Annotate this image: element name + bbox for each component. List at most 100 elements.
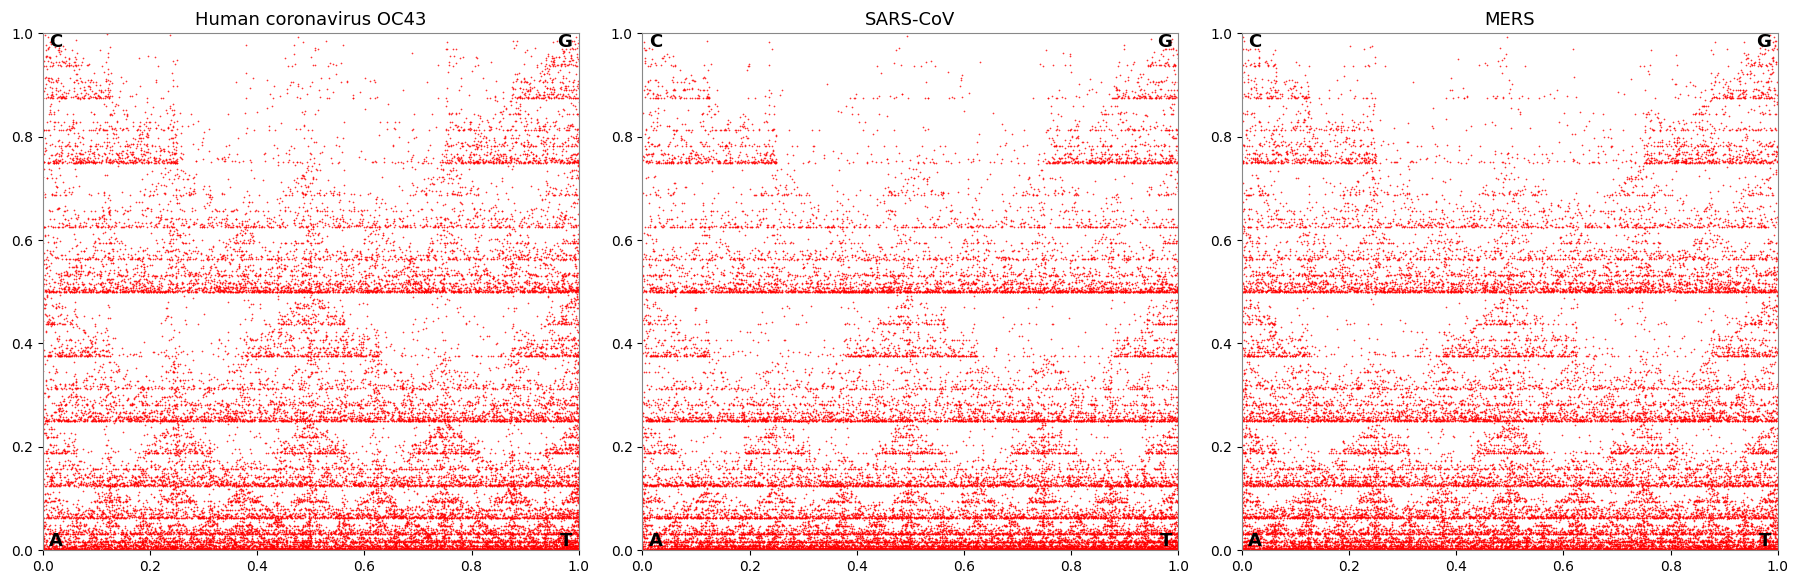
Point bbox=[700, 525, 729, 535]
Point bbox=[1309, 545, 1337, 555]
Point bbox=[1318, 126, 1346, 135]
Point bbox=[1075, 545, 1103, 555]
Point bbox=[1109, 384, 1138, 393]
Point bbox=[1359, 411, 1388, 421]
Point bbox=[1134, 545, 1163, 555]
Point bbox=[1057, 508, 1085, 517]
Point bbox=[346, 464, 374, 474]
Point bbox=[391, 545, 419, 555]
Point bbox=[1291, 271, 1319, 280]
Point bbox=[158, 545, 187, 555]
Point bbox=[394, 242, 423, 251]
Point bbox=[1633, 477, 1661, 486]
Point bbox=[1676, 158, 1705, 167]
Point bbox=[1661, 528, 1690, 538]
Point bbox=[311, 283, 340, 292]
Point bbox=[783, 222, 812, 231]
Point bbox=[1271, 347, 1300, 357]
Point bbox=[1688, 509, 1717, 518]
Point bbox=[1066, 275, 1094, 284]
Point bbox=[725, 545, 754, 555]
Point bbox=[180, 479, 209, 488]
Point bbox=[988, 473, 1017, 482]
Point bbox=[194, 545, 223, 555]
Point bbox=[1598, 452, 1627, 462]
Point bbox=[679, 523, 707, 532]
Point bbox=[1604, 528, 1633, 538]
Point bbox=[382, 540, 410, 549]
Point bbox=[389, 542, 418, 551]
Point bbox=[205, 528, 234, 538]
Point bbox=[1138, 513, 1166, 522]
Point bbox=[1289, 157, 1318, 167]
Point bbox=[1291, 139, 1319, 149]
Point bbox=[896, 544, 925, 553]
Point bbox=[918, 343, 947, 352]
Point bbox=[963, 411, 992, 420]
Point bbox=[155, 496, 184, 505]
Point bbox=[675, 156, 704, 165]
Point bbox=[176, 545, 205, 554]
Point bbox=[1489, 481, 1517, 490]
Point bbox=[1354, 464, 1382, 473]
Point bbox=[54, 137, 83, 147]
Point bbox=[680, 150, 709, 159]
Point bbox=[110, 480, 139, 490]
Point bbox=[1039, 263, 1067, 273]
Point bbox=[40, 487, 68, 496]
Point bbox=[308, 545, 337, 555]
Point bbox=[1294, 497, 1323, 506]
Point bbox=[1627, 545, 1656, 555]
Point bbox=[1579, 285, 1607, 294]
Point bbox=[1755, 448, 1784, 457]
Point bbox=[1656, 416, 1685, 425]
Point bbox=[747, 287, 776, 296]
Point bbox=[333, 342, 362, 352]
Point bbox=[275, 287, 304, 297]
Point bbox=[1316, 529, 1345, 539]
Point bbox=[859, 545, 887, 555]
Point bbox=[497, 472, 526, 481]
Point bbox=[1381, 448, 1409, 457]
Point bbox=[212, 411, 241, 421]
Point bbox=[412, 278, 441, 287]
Point bbox=[806, 534, 835, 543]
Point bbox=[1300, 535, 1328, 545]
Point bbox=[329, 545, 358, 554]
Point bbox=[1402, 285, 1431, 295]
Point bbox=[158, 543, 187, 553]
Point bbox=[990, 545, 1019, 555]
Point bbox=[1433, 415, 1462, 425]
Point bbox=[1339, 537, 1368, 546]
Point bbox=[1388, 545, 1417, 555]
Point bbox=[1397, 471, 1426, 480]
Point bbox=[351, 469, 380, 478]
Point bbox=[1690, 544, 1719, 553]
Point bbox=[1651, 544, 1679, 553]
Point bbox=[1060, 545, 1089, 555]
Point bbox=[221, 521, 250, 530]
Point bbox=[1085, 538, 1114, 547]
Point bbox=[1289, 545, 1318, 554]
Point bbox=[380, 480, 409, 490]
Point bbox=[356, 260, 385, 269]
Point bbox=[524, 126, 553, 135]
Point bbox=[954, 512, 983, 522]
Point bbox=[1008, 543, 1037, 553]
Point bbox=[1714, 376, 1742, 385]
Point bbox=[275, 331, 304, 340]
Point bbox=[747, 512, 776, 521]
Point bbox=[284, 497, 313, 507]
Point bbox=[430, 497, 459, 506]
Point bbox=[1469, 351, 1498, 360]
Point bbox=[970, 230, 999, 240]
Point bbox=[1111, 545, 1139, 555]
Point bbox=[812, 531, 841, 541]
Point bbox=[328, 545, 356, 555]
Point bbox=[234, 287, 263, 296]
Point bbox=[1395, 511, 1424, 521]
Point bbox=[1256, 479, 1285, 488]
Point bbox=[868, 415, 896, 425]
Point bbox=[275, 510, 304, 519]
Point bbox=[59, 118, 88, 127]
